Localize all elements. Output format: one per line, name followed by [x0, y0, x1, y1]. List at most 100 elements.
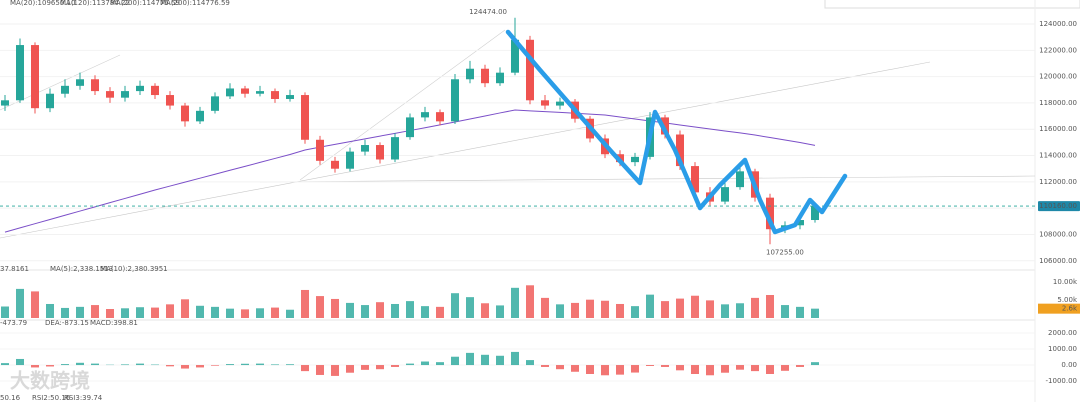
- candle-body: [196, 110, 204, 122]
- macd-bar: [316, 365, 324, 375]
- volume-last-tag: [1038, 303, 1080, 314]
- candle-body: [301, 95, 309, 140]
- macd-bar: [241, 363, 249, 366]
- macd-bar: [91, 363, 99, 366]
- candle-body: [106, 91, 114, 98]
- volume-bar: [526, 285, 534, 318]
- macd-bar: [721, 365, 729, 373]
- macd-bar: [421, 361, 429, 366]
- macd-bar: [676, 365, 684, 371]
- macd-bar: [301, 365, 309, 372]
- trend-line: [299, 29, 506, 181]
- low-label: 107255.00: [766, 248, 804, 256]
- legend-entry: MA(200):114776.59: [110, 0, 180, 7]
- volume-bar: [76, 306, 84, 318]
- last-price-label: 110160.00: [1039, 202, 1077, 210]
- volume-tick-label: 10.00k: [1053, 278, 1078, 286]
- candle-body: [736, 171, 744, 188]
- candle-body: [31, 45, 39, 109]
- macd-bar: [811, 362, 819, 366]
- macd-bar: [781, 365, 789, 371]
- macd-bar: [76, 362, 84, 366]
- legend-entry: MA(200):114776.59: [160, 0, 230, 7]
- macd-bar: [346, 365, 354, 373]
- candle-body: [406, 117, 414, 138]
- volume-bar: [151, 307, 159, 318]
- candle-body: [631, 156, 639, 163]
- macd-bar: [751, 365, 759, 372]
- candle-body: [511, 39, 519, 73]
- macd-bar: [796, 365, 804, 367]
- macd-bar: [226, 364, 234, 366]
- legend-entry: RSI2:50.16: [32, 394, 71, 402]
- macd-bar: [466, 352, 474, 366]
- legend-entry: -473.79: [0, 319, 27, 327]
- volume-bar: [691, 295, 699, 318]
- macd-bar: [586, 365, 594, 374]
- candle-body: [226, 88, 234, 97]
- last-price-tag: [1038, 201, 1080, 212]
- macd-bar: [121, 364, 129, 366]
- y-tick-label: 114000.00: [1039, 152, 1077, 160]
- candle-body: [286, 95, 294, 99]
- macd-bar: [166, 365, 174, 367]
- volume-bar: [781, 305, 789, 318]
- macd-bar: [31, 365, 39, 368]
- macd-bar: [376, 365, 384, 370]
- macd-bar: [451, 356, 459, 366]
- volume-bar: [166, 304, 174, 318]
- macd-bar: [196, 365, 204, 368]
- candle-body: [421, 112, 429, 118]
- candle-body: [16, 45, 24, 101]
- volume-bar: [676, 298, 684, 318]
- volume-bar: [586, 299, 594, 318]
- volume-bar: [211, 306, 219, 318]
- macd-bar: [271, 364, 279, 366]
- macd-bar: [361, 365, 369, 370]
- candle-body: [451, 79, 459, 122]
- volume-bar: [361, 305, 369, 318]
- volume-bar: [646, 294, 654, 318]
- macd-bar: [736, 365, 744, 370]
- toolbar-box: [824, 0, 1080, 9]
- volume-bar: [226, 308, 234, 318]
- y-tick-label: 122000.00: [1039, 46, 1077, 54]
- candle-body: [256, 91, 264, 94]
- candle-body: [691, 166, 699, 193]
- volume-bar: [541, 297, 549, 318]
- watermark: 大数跨境: [10, 369, 90, 393]
- macd-bar: [706, 365, 714, 376]
- candle-body: [346, 151, 354, 169]
- volume-bar: [631, 306, 639, 318]
- candle-body: [271, 91, 279, 99]
- volume-bar: [256, 308, 264, 318]
- candle-body: [391, 137, 399, 160]
- volume-bar: [436, 306, 444, 318]
- volume-bar: [31, 291, 39, 318]
- candle-body: [1, 100, 9, 106]
- y-tick-label: 112000.00: [1039, 178, 1077, 186]
- volume-bar: [556, 304, 564, 318]
- volume-bar: [46, 303, 54, 318]
- volume-bar: [331, 298, 339, 318]
- macd-bar: [526, 360, 534, 366]
- macd-bar: [496, 355, 504, 366]
- macd-bar: [286, 364, 294, 366]
- y-tick-label: 106000.00: [1039, 257, 1077, 265]
- volume-bar: [496, 305, 504, 318]
- volume-bar: [16, 288, 24, 318]
- high-label: 124474.00: [469, 8, 507, 16]
- volume-bar: [466, 297, 474, 318]
- candle-body: [496, 72, 504, 84]
- candle-body: [376, 145, 384, 160]
- candle-body: [181, 105, 189, 122]
- volume-bar: [376, 302, 384, 318]
- candle-body: [526, 39, 534, 101]
- volume-bar: [316, 296, 324, 318]
- volume-bar: [796, 306, 804, 318]
- hand-drawn-path: [505, 29, 848, 235]
- legend-entry: 50.16: [0, 394, 21, 402]
- candle-body: [766, 197, 774, 230]
